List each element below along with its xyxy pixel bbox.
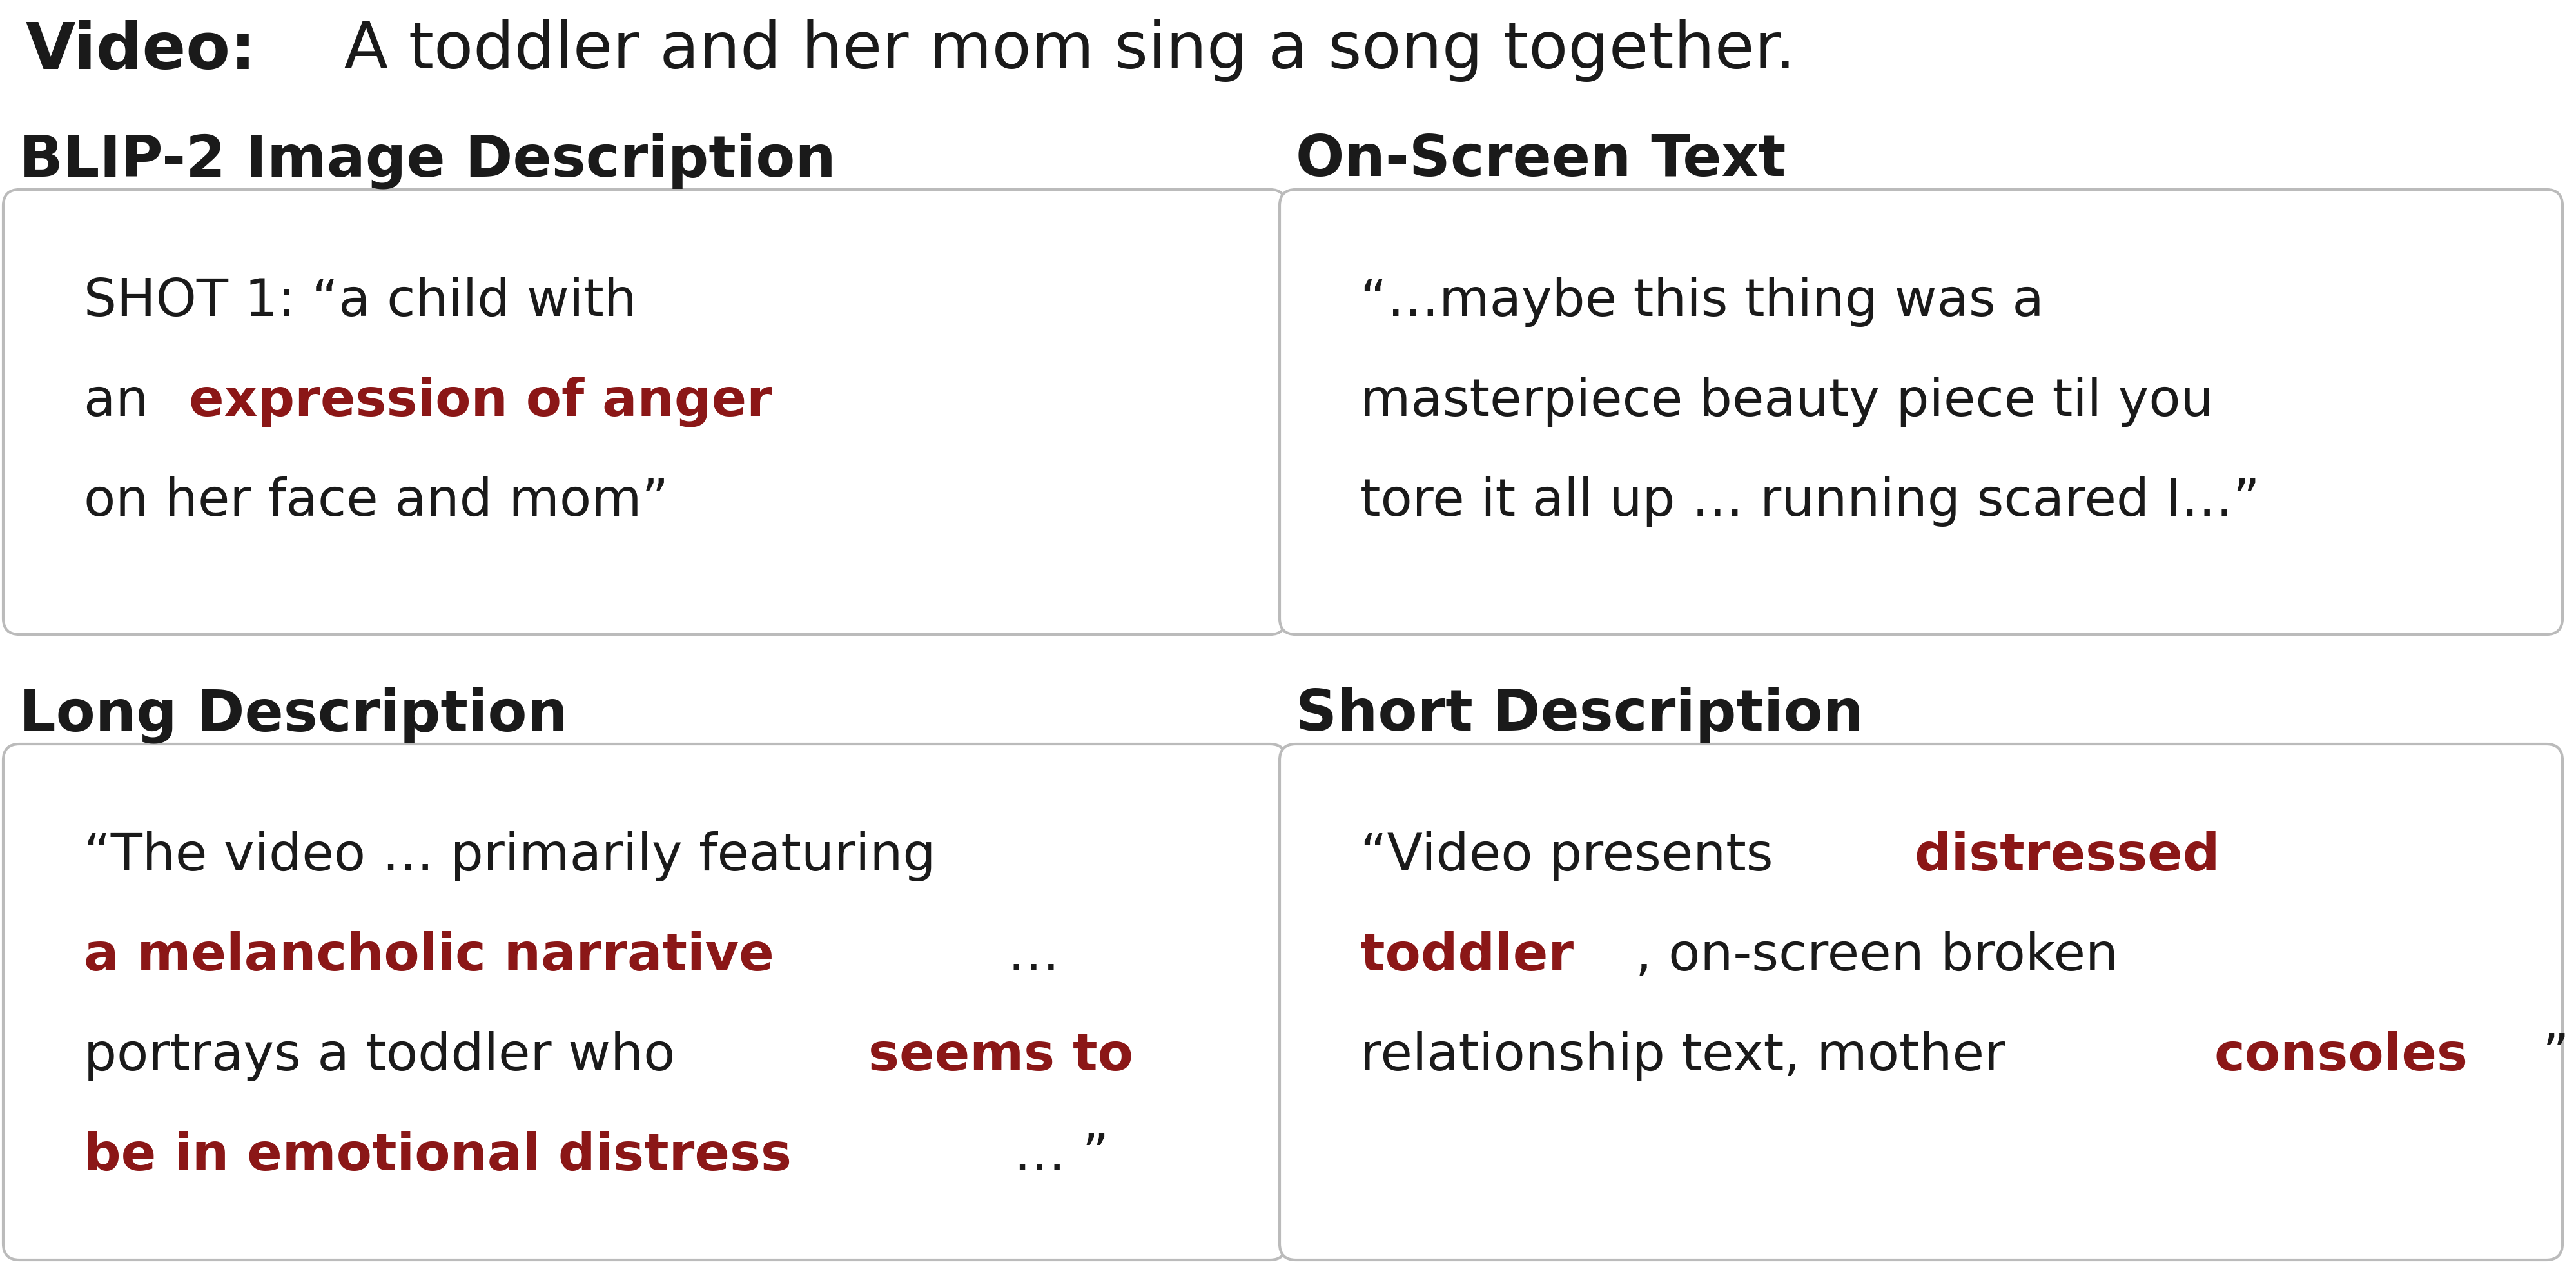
Text: BLIP-2 Image Description: BLIP-2 Image Description (21, 133, 837, 189)
Text: be in emotional distress: be in emotional distress (85, 1131, 791, 1182)
FancyBboxPatch shape (3, 190, 1285, 634)
Text: … ”: … ” (997, 1131, 1108, 1182)
Text: on her face and mom”: on her face and mom” (85, 476, 670, 527)
Text: ”: ” (2543, 1031, 2568, 1081)
Text: “Video presents: “Video presents (1360, 831, 1790, 882)
Text: an: an (85, 376, 165, 427)
Text: a melancholic narrative: a melancholic narrative (85, 931, 773, 981)
Text: seems to: seems to (868, 1031, 1133, 1081)
Text: SHOT 1: “a child with: SHOT 1: “a child with (85, 277, 636, 327)
Text: , on-screen broken: , on-screen broken (1636, 931, 2117, 981)
Text: tore it all up … running scared I…”: tore it all up … running scared I…” (1360, 476, 2259, 527)
Text: consoles: consoles (2215, 1031, 2468, 1081)
Text: distressed: distressed (1914, 831, 2221, 882)
Text: Long Description: Long Description (21, 686, 567, 743)
Text: …: … (974, 931, 1059, 981)
Text: relationship text, mother: relationship text, mother (1360, 1031, 2022, 1081)
FancyBboxPatch shape (1280, 744, 2563, 1259)
FancyBboxPatch shape (3, 744, 1285, 1259)
Text: “The video … primarily featuring: “The video … primarily featuring (85, 831, 935, 882)
Text: expression of anger: expression of anger (188, 376, 773, 427)
Text: On-Screen Text: On-Screen Text (1296, 133, 1785, 189)
Text: “…maybe this thing was a: “…maybe this thing was a (1360, 277, 2043, 327)
Text: masterpiece beauty piece til you: masterpiece beauty piece til you (1360, 376, 2213, 427)
Text: Video:: Video: (26, 19, 258, 82)
Text: A toddler and her mom sing a song together.: A toddler and her mom sing a song togeth… (325, 19, 1795, 82)
Text: portrays a toddler who: portrays a toddler who (85, 1031, 693, 1081)
FancyBboxPatch shape (1280, 190, 2563, 634)
Text: Short Description: Short Description (1296, 686, 1862, 743)
Text: toddler: toddler (1360, 931, 1574, 981)
